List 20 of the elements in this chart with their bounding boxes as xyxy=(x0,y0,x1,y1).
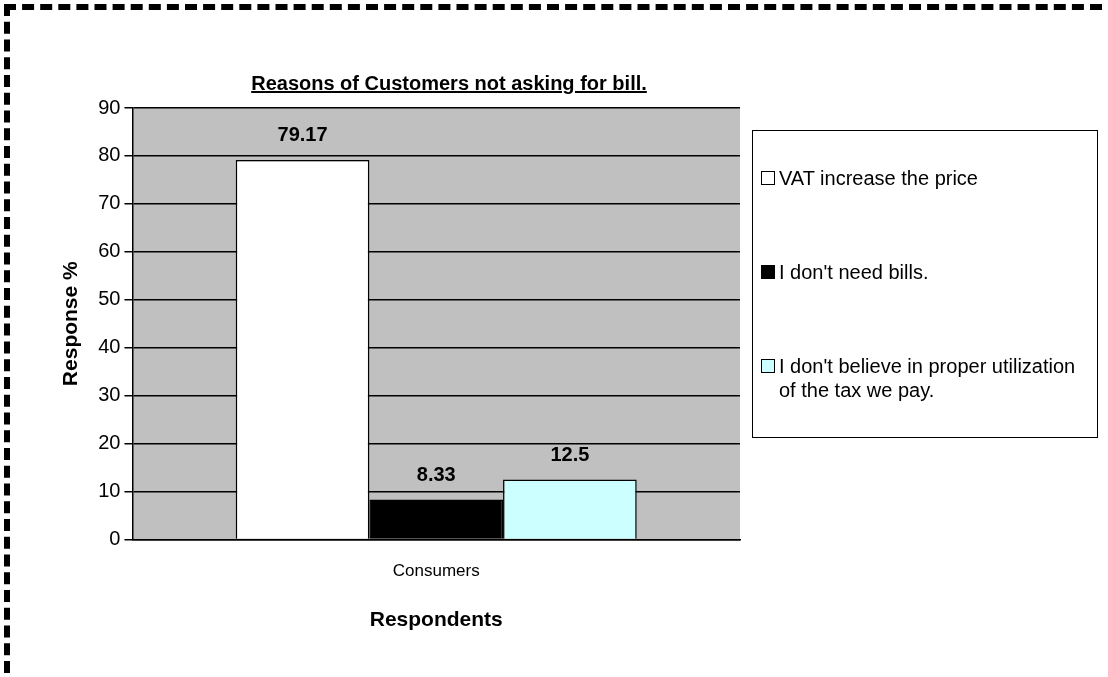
data-label: 8.33 xyxy=(416,462,456,485)
y-tick-label: 90 xyxy=(98,95,121,118)
data-label: 12.5 xyxy=(550,443,590,465)
chart-title: Reasons of Customers not asking for bill. xyxy=(250,72,648,95)
y-tick-label: 60 xyxy=(98,239,121,262)
y-tick-label: 50 xyxy=(98,287,121,310)
y-tick-label: 0 xyxy=(109,526,121,549)
legend-label: I don't believe in proper utilization of the tax we pay. xyxy=(779,354,1077,402)
y-tick-label: 70 xyxy=(98,191,121,214)
legend-label: VAT increase the price xyxy=(779,166,978,190)
y-axis-title: Response % xyxy=(58,260,82,387)
y-tick-label: 10 xyxy=(98,478,121,501)
y-tick-label: 20 xyxy=(98,431,121,454)
y-tick-label: 40 xyxy=(98,335,121,358)
x-axis-title: Respondents xyxy=(369,607,503,631)
legend-label: I don't need bills. xyxy=(779,260,929,284)
y-tick-label: 80 xyxy=(98,143,121,166)
data-label: 79.17 xyxy=(277,123,328,146)
x-tick-label: Consumers xyxy=(392,561,480,581)
y-tick-label: 30 xyxy=(98,383,121,406)
